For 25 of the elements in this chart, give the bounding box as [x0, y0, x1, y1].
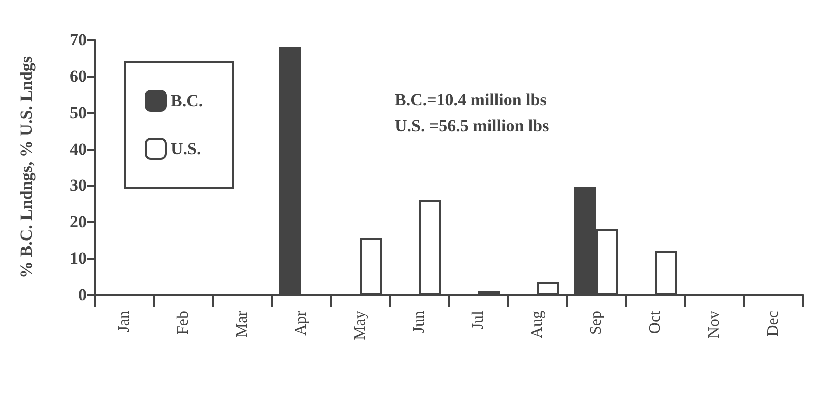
- x-tick-label: Mar: [234, 310, 251, 338]
- x-tick-label: Dec: [765, 311, 782, 337]
- x-tick-label: Sep: [588, 311, 605, 335]
- x-tick-label: Aug: [529, 311, 546, 339]
- y-tick-label: 70: [70, 30, 87, 50]
- legend-label: B.C.: [171, 92, 204, 110]
- x-tick-label: Jan: [116, 311, 133, 332]
- x-tick-label: Feb: [175, 311, 192, 335]
- x-tick-label: Nov: [706, 311, 723, 339]
- x-tick-label: May: [352, 311, 369, 340]
- y-tick-label: 20: [70, 212, 87, 232]
- annotation: U.S. =56.5 million lbs: [395, 116, 550, 136]
- x-tick-label: Jul: [470, 310, 487, 330]
- annotation: B.C.=10.4 million lbs: [395, 90, 548, 110]
- x-tick-label: Oct: [647, 310, 664, 334]
- x-tick-label: Jun: [411, 311, 428, 334]
- y-axis-title: % B.C. Lndngs, % U.S. Lndgs: [17, 56, 36, 279]
- legend-label: U.S.: [171, 140, 202, 158]
- y-tick-label: 30: [70, 176, 87, 196]
- y-tick-label: 0: [78, 286, 87, 304]
- y-tick-label: 40: [70, 140, 87, 159]
- y-tick-label: 10: [70, 249, 87, 268]
- x-tick-label: Apr: [293, 310, 310, 336]
- y-tick-label: 50: [70, 103, 87, 122]
- y-tick-label: 60: [70, 66, 87, 86]
